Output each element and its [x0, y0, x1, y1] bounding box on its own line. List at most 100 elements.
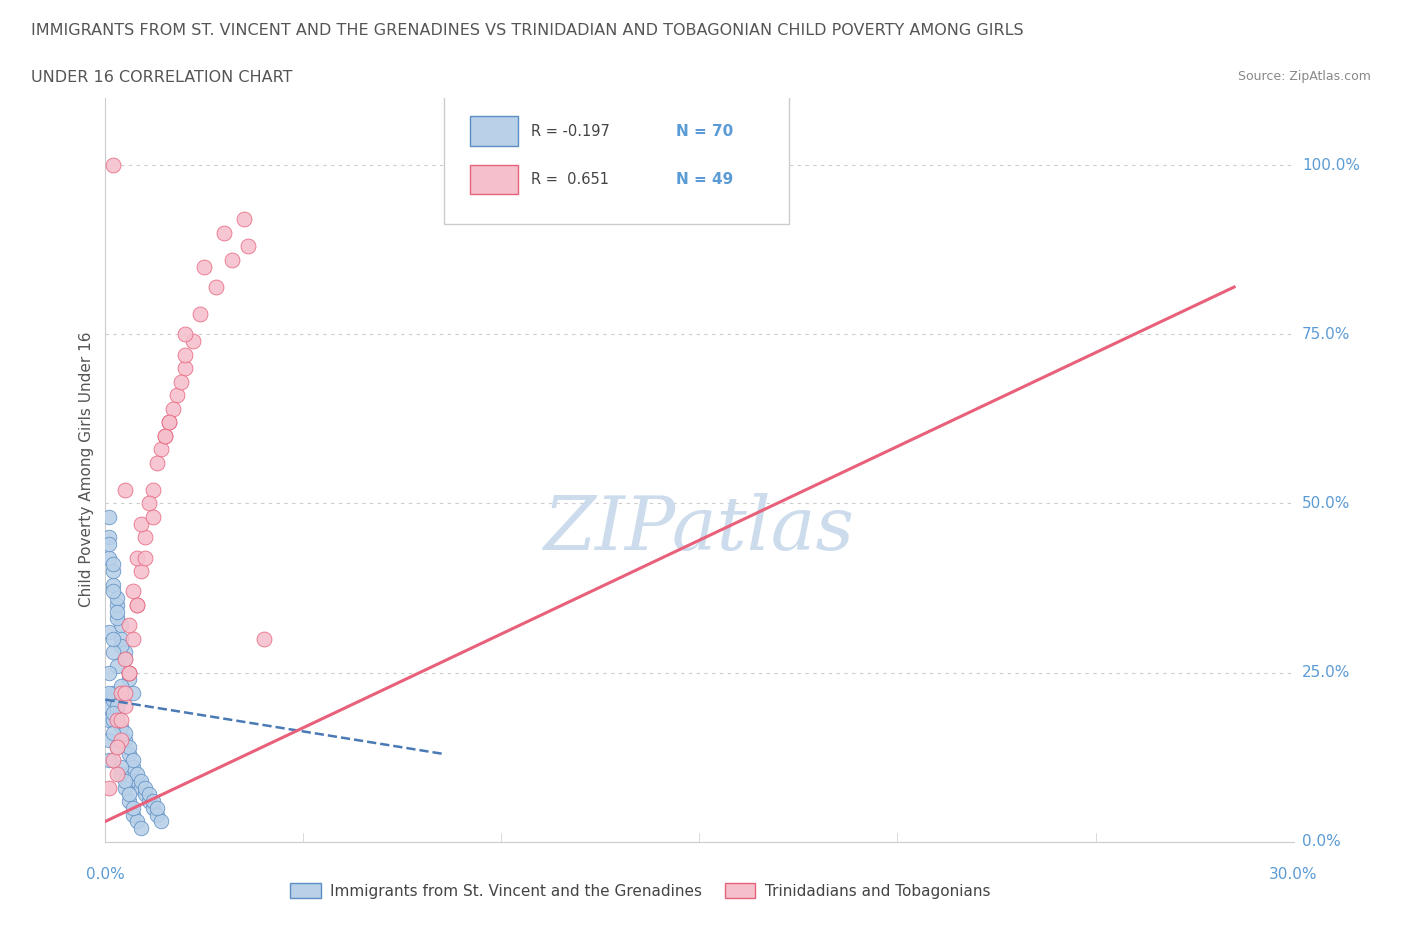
Point	[105, 699, 128, 714]
Point	[146, 456, 169, 471]
Point	[105, 658, 128, 673]
Point	[142, 483, 165, 498]
Point	[221, 253, 243, 268]
Text: 30.0%: 30.0%	[1270, 867, 1317, 882]
Point	[127, 774, 149, 789]
Point	[129, 820, 152, 835]
Text: 50.0%: 50.0%	[1302, 496, 1350, 511]
Point	[138, 793, 160, 808]
Point	[170, 374, 193, 389]
Point	[118, 665, 141, 680]
Point	[122, 753, 145, 768]
Point	[98, 551, 121, 565]
Point	[110, 631, 132, 646]
Point	[98, 685, 121, 700]
Point	[122, 584, 145, 599]
Y-axis label: Child Poverty Among Girls Under 16: Child Poverty Among Girls Under 16	[79, 332, 94, 607]
Point	[127, 597, 149, 612]
Point	[173, 327, 195, 342]
Point	[110, 618, 132, 632]
Point	[110, 719, 132, 734]
Text: UNDER 16 CORRELATION CHART: UNDER 16 CORRELATION CHART	[31, 70, 292, 85]
Point	[157, 415, 180, 430]
Point	[166, 388, 188, 403]
Point	[127, 766, 149, 781]
Point	[103, 578, 125, 592]
Point	[114, 644, 136, 659]
Point	[129, 564, 152, 578]
Point	[122, 807, 145, 822]
Point	[122, 631, 145, 646]
Point	[205, 280, 228, 295]
Text: 0.0%: 0.0%	[86, 867, 125, 882]
FancyBboxPatch shape	[470, 165, 517, 194]
Point	[98, 510, 121, 525]
Point	[114, 733, 136, 748]
Point	[118, 671, 141, 686]
Point	[103, 158, 125, 173]
Point	[114, 699, 136, 714]
Point	[142, 801, 165, 816]
Point	[134, 787, 156, 802]
Point	[129, 774, 152, 789]
Point	[129, 780, 152, 795]
Point	[105, 706, 128, 721]
Text: Source: ZipAtlas.com: Source: ZipAtlas.com	[1237, 70, 1371, 83]
Point	[105, 739, 128, 754]
Point	[103, 644, 125, 659]
Point	[153, 429, 176, 444]
Point	[122, 801, 145, 816]
Point	[162, 402, 184, 417]
Point	[98, 665, 121, 680]
Text: 25.0%: 25.0%	[1302, 665, 1350, 680]
Point	[103, 692, 125, 707]
Point	[253, 631, 276, 646]
Point	[134, 551, 156, 565]
Point	[103, 631, 125, 646]
Point	[118, 787, 141, 802]
Point	[138, 496, 160, 511]
Point	[98, 780, 121, 795]
Point	[127, 814, 149, 829]
Point	[142, 793, 165, 808]
Point	[98, 753, 121, 768]
Point	[98, 699, 121, 714]
Point	[146, 807, 169, 822]
Point	[105, 604, 128, 619]
Point	[236, 239, 259, 254]
Point	[157, 415, 180, 430]
Point	[233, 212, 256, 227]
Point	[103, 584, 125, 599]
Text: R = -0.197: R = -0.197	[531, 124, 610, 139]
Point	[103, 564, 125, 578]
Text: R =  0.651: R = 0.651	[531, 172, 609, 187]
Point	[114, 780, 136, 795]
Point	[103, 753, 125, 768]
Point	[118, 665, 141, 680]
Text: 75.0%: 75.0%	[1302, 326, 1350, 342]
Point	[110, 685, 132, 700]
Point	[105, 699, 128, 714]
FancyBboxPatch shape	[470, 116, 517, 146]
Point	[105, 712, 128, 727]
FancyBboxPatch shape	[444, 94, 789, 224]
Point	[118, 665, 141, 680]
Text: ZIPatlas: ZIPatlas	[544, 493, 855, 565]
Point	[173, 347, 195, 362]
Point	[105, 739, 128, 754]
Point	[105, 766, 128, 781]
Text: IMMIGRANTS FROM ST. VINCENT AND THE GRENADINES VS TRINIDADIAN AND TOBAGONIAN CHI: IMMIGRANTS FROM ST. VINCENT AND THE GREN…	[31, 23, 1024, 38]
Point	[193, 259, 215, 274]
Point	[114, 685, 136, 700]
Text: N = 49: N = 49	[676, 172, 733, 187]
Point	[98, 537, 121, 551]
Point	[214, 225, 236, 240]
Point	[103, 706, 125, 721]
Point	[190, 307, 212, 322]
Point	[127, 597, 149, 612]
Point	[110, 733, 132, 748]
Text: 100.0%: 100.0%	[1302, 158, 1360, 173]
Point	[103, 726, 125, 741]
Point	[149, 814, 172, 829]
Point	[181, 334, 204, 349]
